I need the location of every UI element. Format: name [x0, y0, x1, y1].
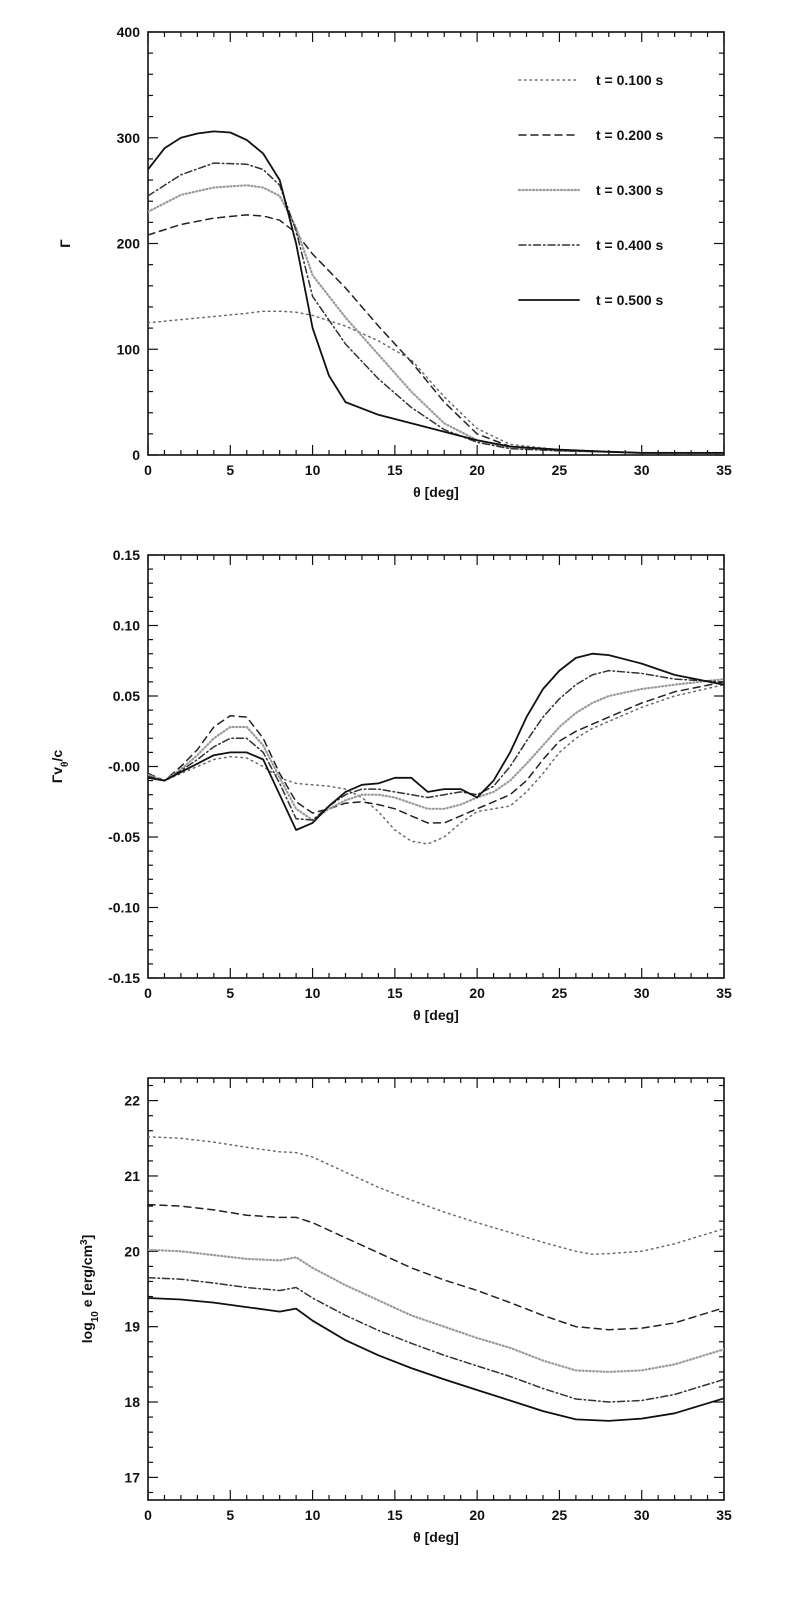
y-tick-label: 0.15 [113, 547, 140, 563]
y-tick-label: 21 [124, 1168, 140, 1184]
legend-label: t = 0.100 s [596, 72, 664, 88]
x-tick-label: 30 [634, 1507, 650, 1523]
x-tick-label: 20 [469, 985, 485, 1001]
x-tick-label: 35 [716, 462, 732, 478]
series-line-3 [148, 678, 724, 822]
y-axis-label: Γ [57, 239, 73, 248]
series-line-2 [148, 681, 724, 824]
series-line-3 [148, 184, 724, 454]
x-axis-label: θ [deg] [413, 484, 459, 500]
x-tick-label: 30 [634, 462, 650, 478]
y-tick-label: 18 [124, 1394, 140, 1410]
x-tick-label: 0 [144, 985, 152, 1001]
plot-frame [147, 1077, 725, 1501]
x-tick-label: 5 [226, 462, 234, 478]
x-tick-label: 30 [634, 985, 650, 1001]
y-tick-label: 0.10 [113, 618, 140, 634]
series-line-4 [148, 669, 724, 821]
x-axis-label: θ [deg] [413, 1007, 459, 1023]
x-tick-label: 15 [387, 1507, 403, 1523]
chart-panel-2: 0 5 10 15 20 25 30 35 -0.15 -0.10 -0.05 -0.00 0.05 0.… [49, 547, 732, 1023]
legend-label: t = 0.500 s [596, 292, 664, 308]
y-tick-label: 200 [117, 236, 141, 252]
series-line-2 [148, 214, 724, 454]
y-axis-label: log10 e [erg/cm3] [79, 1235, 101, 1344]
y-tick-label: -0.10 [108, 900, 140, 916]
x-tick-label: 10 [305, 1507, 321, 1523]
series-line-3 [148, 1248, 724, 1373]
series-line-4 [148, 162, 724, 454]
plot-frame [147, 554, 725, 979]
y-tick-label: -0.15 [108, 970, 140, 986]
y-tick-label: 400 [117, 24, 141, 40]
y-tick-label: 100 [117, 341, 141, 357]
series-line-4 [148, 1276, 724, 1403]
series-line-5 [148, 652, 724, 831]
x-tick-label: 15 [387, 985, 403, 1001]
series-line-2 [148, 1203, 724, 1331]
legend-label: t = 0.300 s [596, 182, 664, 198]
x-tick-label: 0 [144, 1507, 152, 1523]
y-tick-label: 17 [124, 1469, 140, 1485]
x-tick-label: 25 [552, 462, 568, 478]
x-axis-label: θ [deg] [413, 1529, 459, 1545]
series-line-1 [148, 1136, 724, 1256]
x-tick-label: 5 [226, 985, 234, 1001]
y-axis-label: Γvθ/c [49, 750, 71, 783]
x-tick-label: 35 [716, 1507, 732, 1523]
x-tick-label: 25 [552, 1507, 568, 1523]
y-tick-label: 20 [124, 1243, 140, 1259]
x-tick-label: 15 [387, 462, 403, 478]
x-tick-label: 10 [305, 985, 321, 1001]
x-tick-label: 25 [552, 985, 568, 1001]
chart-panel-3: 0 5 10 15 20 25 30 35 17 18 19 20 21 22 θ [deg] log10 e… [79, 1077, 732, 1545]
x-tick-label: 5 [226, 1507, 234, 1523]
y-tick-label: 19 [124, 1319, 140, 1335]
y-tick-label: 0.05 [113, 688, 140, 704]
y-tick-label: 0 [132, 447, 140, 463]
x-tick-label: 20 [469, 1507, 485, 1523]
x-tick-label: 35 [716, 985, 732, 1001]
y-tick-label: -0.00 [108, 759, 140, 775]
legend-label: t = 0.400 s [596, 237, 664, 253]
x-tick-label: 10 [305, 462, 321, 478]
series-line-1 [148, 310, 724, 454]
y-tick-label: 22 [124, 1093, 140, 1109]
series-line-1 [148, 683, 724, 845]
legend-label: t = 0.200 s [596, 127, 664, 143]
series-line-5 [148, 130, 724, 454]
x-tick-label: 20 [469, 462, 485, 478]
y-tick-label: 300 [117, 130, 141, 146]
y-tick-label: -0.05 [108, 829, 140, 845]
series-line-5 [148, 1297, 724, 1422]
chart-panel-1: 0 5 10 15 20 25 30 35 0 100 200 300 400 θ [deg] Γt = 0… [57, 24, 732, 500]
legend: t = 0.100 s t = 0.200 s t = 0.300 s t = 0.4… [517, 72, 664, 308]
x-tick-label: 0 [144, 462, 152, 478]
